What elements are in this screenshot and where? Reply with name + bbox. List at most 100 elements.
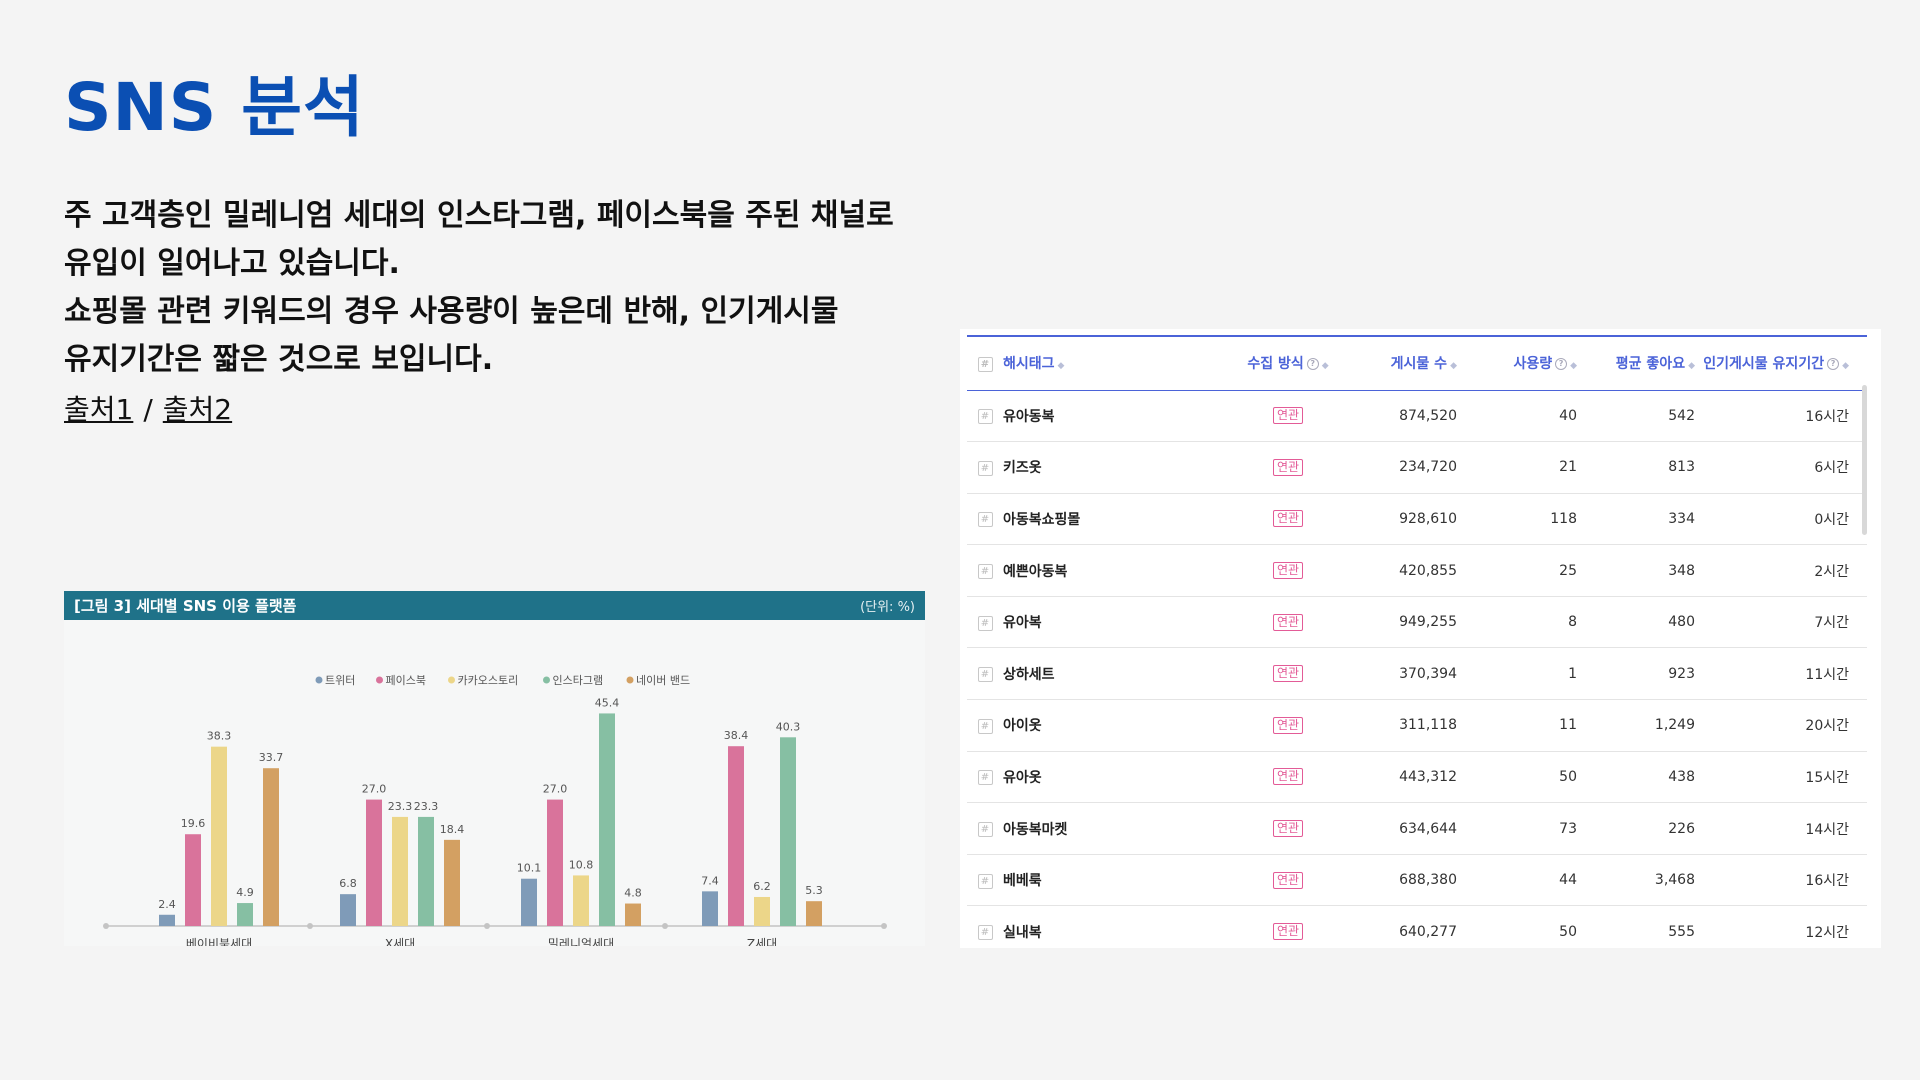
method-badge: 연관 bbox=[1272, 510, 1304, 528]
table-row[interactable]: # 베베룩 연관 688,380 44 3,468 16시간 bbox=[967, 854, 1867, 906]
hashtag-table: # 해시태그 ◆ 수집 방식? ◆ 게시물 수 ◆ 사용량? ◆ 평균 좋아요 ◆ 인기게… bbox=[967, 337, 1867, 948]
header-hashtag[interactable]: 해시태그 ◆ bbox=[1003, 337, 1233, 390]
sort-icon[interactable]: ◆ bbox=[1688, 361, 1695, 372]
row-index-cell: # bbox=[967, 648, 1003, 700]
method-badge: 연관 bbox=[1272, 768, 1304, 786]
duration-cell: 6시간 bbox=[1814, 460, 1849, 477]
posts-cell: 634,644 bbox=[1399, 820, 1457, 837]
bar-value-label: 7.4 bbox=[701, 874, 719, 887]
sort-icon[interactable]: ◆ bbox=[1842, 361, 1849, 372]
bar-value-label: 10.1 bbox=[517, 862, 542, 875]
hash-icon: # bbox=[977, 925, 993, 941]
bar-value-label: 4.8 bbox=[624, 887, 642, 900]
duration-cell: 20시간 bbox=[1805, 718, 1849, 735]
method-cell: 연관 bbox=[1233, 545, 1343, 597]
hash-icon: # bbox=[977, 873, 993, 889]
hash-icon: # bbox=[977, 409, 993, 425]
header-method[interactable]: 수집 방식? ◆ bbox=[1233, 337, 1343, 390]
legend-label: 네이버 밴드 bbox=[636, 674, 690, 687]
duration-cell: 2시간 bbox=[1814, 563, 1849, 580]
header-duration[interactable]: 인기게시물 유지기간? ◆ bbox=[1703, 337, 1867, 390]
method-cell: 연관 bbox=[1233, 390, 1343, 442]
table-row[interactable]: # 상하세트 연관 370,394 1 923 11시간 bbox=[967, 648, 1867, 700]
likes-cell: 438 bbox=[1668, 768, 1695, 785]
likes-cell: 542 bbox=[1668, 407, 1695, 424]
table-row[interactable]: # 아이옷 연관 311,118 11 1,249 20시간 bbox=[967, 700, 1867, 752]
bar-value-label: 18.4 bbox=[440, 823, 465, 836]
duration-cell: 0시간 bbox=[1814, 511, 1849, 528]
header-hashtag-label: 해시태그 bbox=[1003, 356, 1055, 373]
likes-cell: 348 bbox=[1668, 562, 1695, 579]
posts-cell: 688,380 bbox=[1399, 872, 1457, 889]
table-row[interactable]: # 유아옷 연관 443,312 50 438 15시간 bbox=[967, 751, 1867, 803]
legend-label: 트위터 bbox=[325, 674, 355, 687]
category-label: Z세대 bbox=[747, 937, 777, 946]
header-posts[interactable]: 게시물 수 ◆ bbox=[1343, 337, 1471, 390]
bar bbox=[728, 746, 744, 926]
help-icon[interactable]: ? bbox=[1306, 358, 1319, 371]
table-row[interactable]: # 아동복마켓 연관 634,644 73 226 14시간 bbox=[967, 803, 1867, 855]
usage-cell: 50 bbox=[1559, 768, 1577, 785]
axis-dot bbox=[307, 923, 313, 929]
table-row[interactable]: # 키즈옷 연관 234,720 21 813 6시간 bbox=[967, 442, 1867, 494]
header-index: # bbox=[967, 337, 1003, 390]
hashtag-cell: 유아복 bbox=[1003, 615, 1042, 632]
bar bbox=[547, 799, 563, 926]
table-row[interactable]: # 유아복 연관 949,255 8 480 7시간 bbox=[967, 596, 1867, 648]
chart-header: [그림 3] 세대별 SNS 이용 플랫폼 (단위: %) bbox=[64, 591, 925, 620]
legend-label: 카카오스토리 bbox=[458, 674, 519, 687]
posts-cell: 928,610 bbox=[1399, 510, 1457, 527]
sort-icon[interactable]: ◆ bbox=[1321, 361, 1329, 372]
table-row[interactable]: # 유아동복 연관 874,520 40 542 16시간 bbox=[967, 390, 1867, 442]
row-index-cell: # bbox=[967, 390, 1003, 442]
usage-cell: 73 bbox=[1559, 820, 1577, 837]
hashtag-cell: 실내복 bbox=[1003, 924, 1042, 941]
category-label: 베이비붐세대 bbox=[186, 937, 252, 946]
source-link-1[interactable]: 출처1 bbox=[64, 393, 134, 426]
bar bbox=[340, 894, 356, 926]
method-cell: 연관 bbox=[1233, 751, 1343, 803]
header-likes[interactable]: 평균 좋아요 ◆ bbox=[1585, 337, 1703, 390]
row-index-cell: # bbox=[967, 596, 1003, 648]
posts-cell: 874,520 bbox=[1399, 407, 1457, 424]
usage-cell: 50 bbox=[1559, 923, 1577, 940]
sort-icon[interactable]: ◆ bbox=[1057, 361, 1065, 372]
axis-dot bbox=[881, 923, 887, 929]
chart-title: [그림 3] 세대별 SNS 이용 플랫폼 bbox=[74, 597, 297, 615]
category-label: 밀레니얼세대 bbox=[548, 937, 614, 946]
bar-value-label: 38.4 bbox=[724, 729, 749, 742]
header-usage-label: 사용량 bbox=[1513, 356, 1553, 373]
posts-cell: 949,255 bbox=[1399, 614, 1457, 631]
bar-value-label: 5.3 bbox=[805, 884, 823, 897]
bar bbox=[573, 875, 589, 926]
sort-icon[interactable]: ◆ bbox=[1450, 361, 1457, 372]
duration-cell: 16시간 bbox=[1805, 873, 1849, 890]
likes-cell: 1,249 bbox=[1654, 717, 1695, 734]
table-row[interactable]: # 예쁜아동복 연관 420,855 25 348 2시간 bbox=[967, 545, 1867, 597]
hash-icon: # bbox=[977, 356, 993, 372]
bar bbox=[702, 891, 718, 926]
chart-unit: (단위: %) bbox=[860, 600, 915, 615]
header-usage[interactable]: 사용량? ◆ bbox=[1471, 337, 1585, 390]
help-icon[interactable]: ? bbox=[1555, 358, 1568, 371]
posts-cell: 370,394 bbox=[1399, 665, 1457, 682]
source-link-2[interactable]: 출처2 bbox=[162, 393, 233, 426]
axis-dot bbox=[103, 923, 109, 929]
duration-cell: 15시간 bbox=[1805, 769, 1849, 786]
method-cell: 연관 bbox=[1233, 493, 1343, 545]
table-row[interactable]: # 아동복쇼핑몰 연관 928,610 118 334 0시간 bbox=[967, 493, 1867, 545]
help-icon[interactable]: ? bbox=[1827, 358, 1840, 371]
likes-cell: 226 bbox=[1668, 820, 1695, 837]
posts-cell: 443,312 bbox=[1399, 768, 1457, 785]
bar-value-label: 4.9 bbox=[236, 886, 254, 899]
row-index-cell: # bbox=[967, 803, 1003, 855]
table-scrollbar[interactable] bbox=[1862, 385, 1867, 535]
sort-icon[interactable]: ◆ bbox=[1570, 361, 1577, 372]
table-row[interactable]: # 실내복 연관 640,277 50 555 12시간 bbox=[967, 906, 1867, 948]
chart-svg: 트위터 페이스북 카카오스토리 인스타그램 네이버 밴드 2.4 19.6 38.3 4.9 33… bbox=[103, 674, 887, 946]
table-top-border bbox=[967, 335, 1867, 337]
bar bbox=[444, 839, 460, 926]
method-cell: 연관 bbox=[1233, 596, 1343, 648]
bar bbox=[806, 901, 822, 926]
hash-icon: # bbox=[977, 718, 993, 734]
